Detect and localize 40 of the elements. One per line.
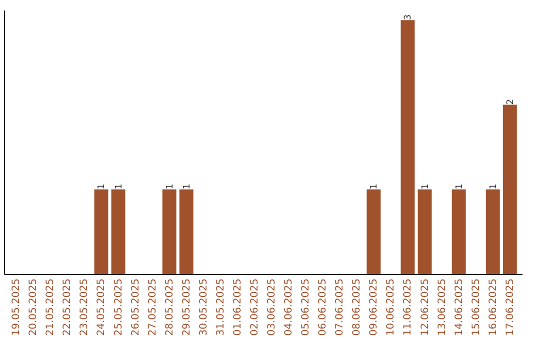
x-tick-label: 25.05.2025: [113, 278, 124, 336]
data-label: 1: [165, 184, 176, 190]
x-tick-label: 14.06.2025: [454, 278, 465, 336]
data-label: 1: [97, 184, 108, 190]
data-label: 1: [114, 184, 124, 190]
data-label: 1: [420, 184, 431, 190]
data-label: 1: [182, 184, 192, 190]
x-tick-label: 11.06.2025: [402, 278, 414, 336]
x-tick-label: 17.06.2025: [504, 278, 516, 336]
x-tick-label: 31.05.2025: [215, 278, 226, 336]
x-tick-label: 13.06.2025: [436, 278, 448, 336]
x-tick-label: 06.06.2025: [318, 278, 329, 336]
x-tick-label: 28.05.2025: [164, 278, 176, 336]
x-tick-label: 12.06.2025: [420, 278, 431, 336]
x-tick-label: 05.06.2025: [300, 278, 312, 336]
x-tick-label: 29.05.2025: [181, 278, 192, 336]
x-tick-label: 08.06.2025: [352, 278, 363, 336]
x-tick-label: 24.05.2025: [96, 278, 108, 336]
x-tick-label: 01.06.2025: [232, 278, 244, 336]
data-label: 1: [454, 184, 465, 190]
x-tick-label: 30.05.2025: [198, 278, 210, 336]
x-tick-label: 19.05.2025: [11, 278, 22, 336]
x-tick-label: 27.05.2025: [147, 278, 158, 336]
x-tick-label: 03.06.2025: [266, 278, 278, 336]
x-tick-label: 15.06.2025: [470, 278, 482, 336]
x-tick-label: 16.06.2025: [488, 278, 499, 336]
x-tick-label: 26.05.2025: [130, 278, 142, 336]
x-tick-label: 02.06.2025: [249, 278, 260, 336]
x-tick-label: 07.06.2025: [334, 278, 346, 336]
x-tick-label: 23.05.2025: [79, 278, 90, 336]
x-tick-label: 22.05.2025: [62, 278, 74, 336]
x-tick-label: 04.06.2025: [284, 278, 295, 336]
x-tick-label: 21.05.2025: [45, 278, 56, 336]
data-label: 2: [506, 99, 516, 105]
data-label: 1: [488, 184, 499, 190]
data-label: 1: [370, 184, 380, 190]
x-tick-label: 09.06.2025: [368, 278, 380, 336]
x-tick-label: 10.06.2025: [386, 278, 397, 336]
data-label: 3: [404, 14, 414, 20]
x-tick-label: 20.05.2025: [28, 278, 40, 336]
